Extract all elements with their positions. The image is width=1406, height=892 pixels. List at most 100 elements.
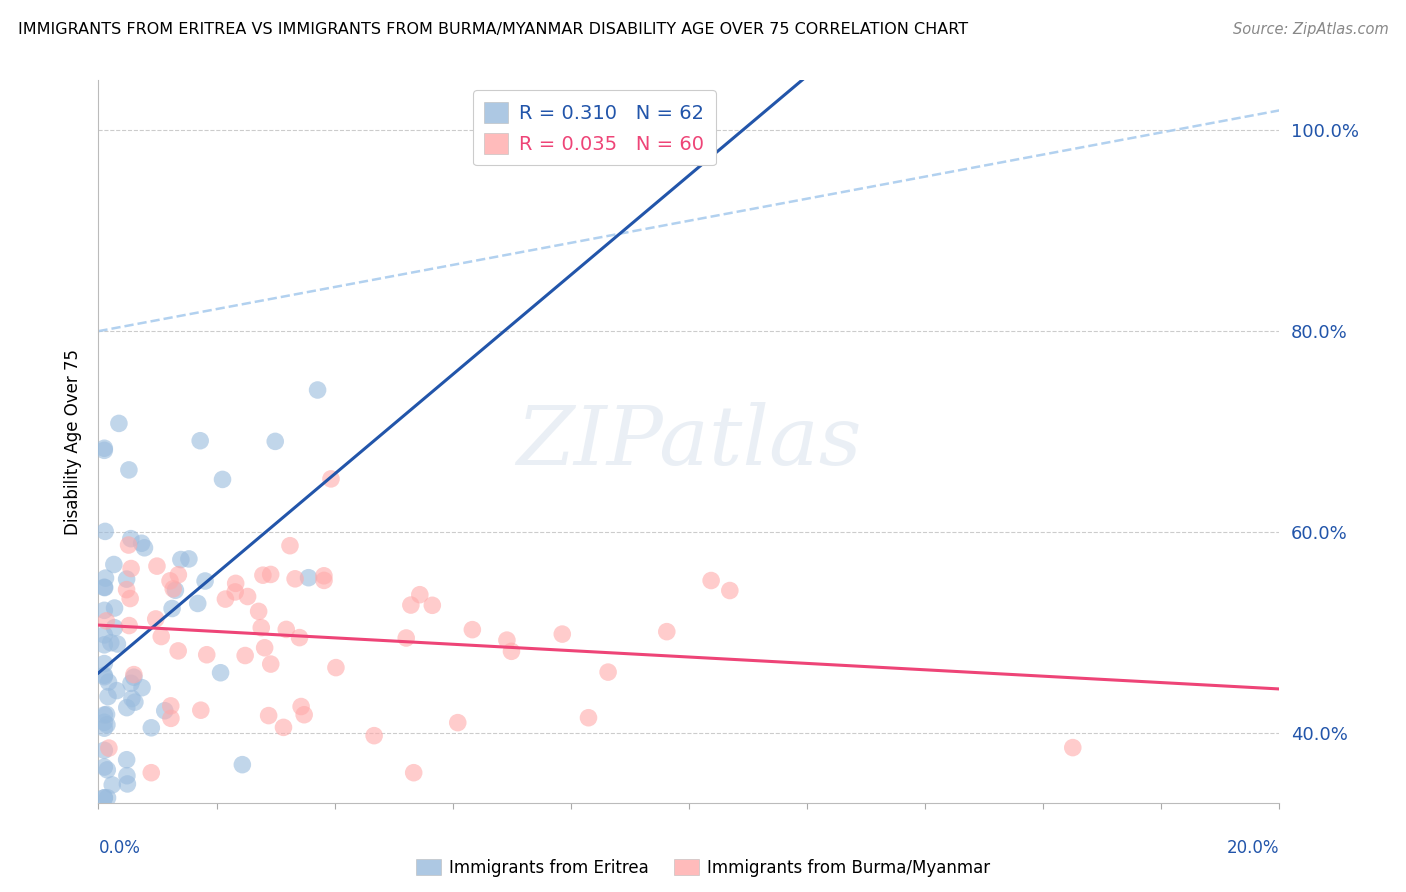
Point <box>93 581 115 595</box>
Point <box>94 571 117 585</box>
Point <box>94 524 117 539</box>
Point <box>103 621 125 635</box>
Point <box>395 631 418 645</box>
Point <box>325 660 347 674</box>
Text: Source: ZipAtlas.com: Source: ZipAtlas.com <box>1233 22 1389 37</box>
Point <box>231 757 253 772</box>
Point <box>115 769 138 783</box>
Text: ZIPatlas: ZIPatlas <box>516 401 862 482</box>
Point <box>96 614 118 628</box>
Point <box>162 582 184 596</box>
Point <box>93 638 115 652</box>
Point <box>134 541 156 555</box>
Point <box>170 552 193 566</box>
Point <box>120 561 142 575</box>
Point <box>131 681 153 695</box>
Point <box>209 665 232 680</box>
Point <box>177 552 200 566</box>
Point <box>105 683 128 698</box>
Point <box>97 675 120 690</box>
Point <box>292 707 315 722</box>
Point <box>115 582 138 597</box>
Point <box>120 676 142 690</box>
Point <box>273 720 295 734</box>
Point <box>307 383 329 397</box>
Point <box>447 715 470 730</box>
Point <box>190 703 212 717</box>
Point <box>363 729 385 743</box>
Legend: R = 0.310   N = 62, R = 0.035   N = 60: R = 0.310 N = 62, R = 0.035 N = 60 <box>472 90 716 165</box>
Point <box>118 463 141 477</box>
Point <box>250 621 273 635</box>
Point <box>122 667 145 681</box>
Point <box>93 668 115 682</box>
Point <box>93 721 115 735</box>
Point <box>211 472 233 486</box>
Point <box>153 704 176 718</box>
Point <box>260 657 283 671</box>
Point <box>278 539 301 553</box>
Point <box>93 443 115 458</box>
Point <box>122 670 145 684</box>
Point <box>103 558 125 572</box>
Point <box>141 721 163 735</box>
Point <box>120 532 142 546</box>
Point <box>167 567 190 582</box>
Point <box>97 690 120 704</box>
Point <box>100 636 122 650</box>
Point <box>97 741 120 756</box>
Point <box>257 708 280 723</box>
Point <box>420 599 443 613</box>
Point <box>120 591 142 606</box>
Point <box>496 633 519 648</box>
Point <box>224 585 246 599</box>
Point <box>276 623 298 637</box>
Point <box>115 700 138 714</box>
Point <box>96 790 118 805</box>
Point <box>260 567 283 582</box>
Point <box>96 707 118 722</box>
Point <box>145 612 167 626</box>
Point <box>214 592 236 607</box>
Point <box>253 640 276 655</box>
Point <box>461 623 484 637</box>
Point <box>93 715 115 730</box>
Point <box>93 580 115 594</box>
Point <box>118 618 141 632</box>
Point <box>115 572 138 586</box>
Point <box>312 574 335 588</box>
Point <box>402 765 425 780</box>
Point <box>187 597 209 611</box>
Point <box>264 434 287 449</box>
Point <box>252 568 274 582</box>
Point <box>115 753 138 767</box>
Point <box>141 765 163 780</box>
Point <box>93 790 115 805</box>
Point <box>108 417 131 431</box>
Point <box>409 588 432 602</box>
Point <box>121 691 143 706</box>
Point <box>96 718 118 732</box>
Point <box>718 583 741 598</box>
Y-axis label: Disability Age Over 75: Disability Age Over 75 <box>63 349 82 534</box>
Point <box>194 574 217 588</box>
Point <box>160 601 183 615</box>
Point <box>598 665 620 679</box>
Point <box>578 711 600 725</box>
Point <box>93 442 115 456</box>
Point <box>93 790 115 805</box>
Text: 0.0%: 0.0% <box>98 839 141 857</box>
Point <box>236 590 259 604</box>
Point <box>93 760 115 774</box>
Text: IMMIGRANTS FROM ERITREA VS IMMIGRANTS FROM BURMA/MYANMAR DISABILITY AGE OVER 75 : IMMIGRANTS FROM ERITREA VS IMMIGRANTS FR… <box>18 22 969 37</box>
Point <box>150 630 173 644</box>
Point <box>93 670 115 684</box>
Point <box>312 569 335 583</box>
Point <box>501 644 523 658</box>
Point <box>195 648 218 662</box>
Point <box>103 601 125 615</box>
Point <box>93 657 115 671</box>
Point <box>288 631 311 645</box>
Text: 20.0%: 20.0% <box>1227 839 1279 857</box>
Point <box>107 637 129 651</box>
